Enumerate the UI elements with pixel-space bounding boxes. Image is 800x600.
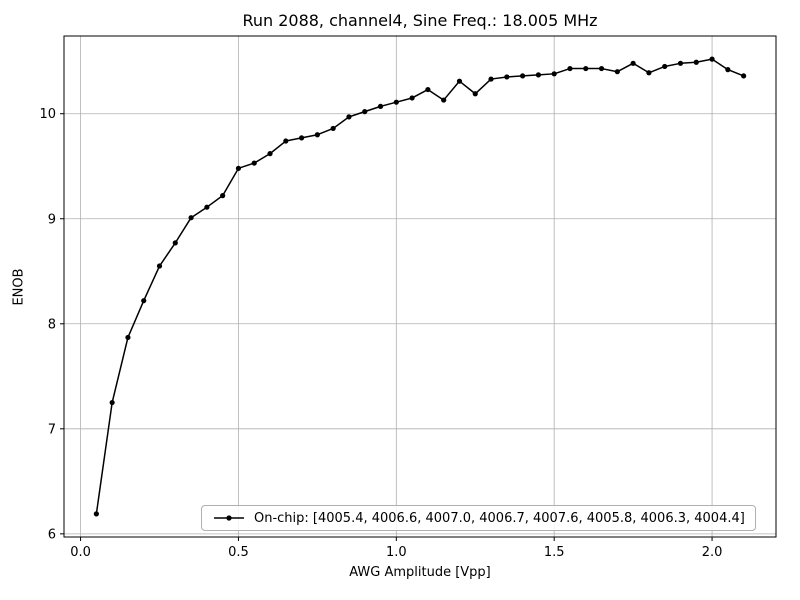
series-point [425,86,431,93]
x-tick-label: 1.5 [544,545,565,560]
plot-border [63,35,777,538]
legend-label: On-chip: [4005.4, 4006.6, 4007.0, 4006.7… [254,510,745,526]
series-point [298,135,305,141]
x-tick-label: 0.0 [70,545,91,560]
series-point [741,73,747,79]
x-tick-label: 2.0 [702,545,723,560]
series-point [188,215,194,221]
x-axis-label: AWG Amplitude [Vpp] [349,565,491,580]
series-point [93,511,99,517]
series-point [393,99,399,105]
series-point [583,65,589,72]
series-point [725,67,731,73]
y-axis-label: ENOB [11,268,27,306]
series-point [504,74,510,80]
series-point [125,334,131,341]
series-point [141,298,147,304]
y-tick-label: 9 [48,212,56,227]
series-point [204,204,210,210]
series-point [330,125,336,132]
series-point [677,60,684,66]
series-point [109,399,115,406]
series-point [235,165,242,171]
y-tick-label: 7 [48,422,56,437]
y-tick-label: 6 [48,527,56,542]
series-point [630,60,636,66]
series-point [646,70,652,76]
series-point [267,151,273,157]
legend-line-marker-icon [214,515,244,521]
series-point [441,97,447,103]
series-point [346,114,352,120]
series-point [362,109,368,115]
series-point [456,78,463,84]
series-line [95,58,744,514]
series-point [314,132,320,138]
x-tick-label: 1.0 [386,545,407,560]
series-point [662,63,668,70]
series-point [251,160,257,166]
series-point [488,76,494,82]
series-point [472,91,478,97]
series-point [409,95,415,101]
series-point [614,69,620,75]
series-point [377,103,384,109]
series-point [172,240,178,246]
series-point [156,263,163,269]
series-point [567,65,573,72]
series-point [283,138,289,144]
x-tick-label: 0.5 [228,545,249,560]
y-tick-label: 10 [39,107,56,122]
series-point [709,56,715,62]
series-point [693,59,699,65]
series-point [535,72,542,78]
legend: On-chip: [4005.4, 4006.6, 4007.0, 4006.7… [201,505,756,531]
series-point [551,71,557,77]
chart-title: Run 2088, channel4, Sine Freq.: 18.005 M… [242,11,598,30]
series-point [598,65,605,72]
series-point [220,193,226,199]
y-tick-label: 8 [48,317,56,332]
series-point [520,73,526,79]
